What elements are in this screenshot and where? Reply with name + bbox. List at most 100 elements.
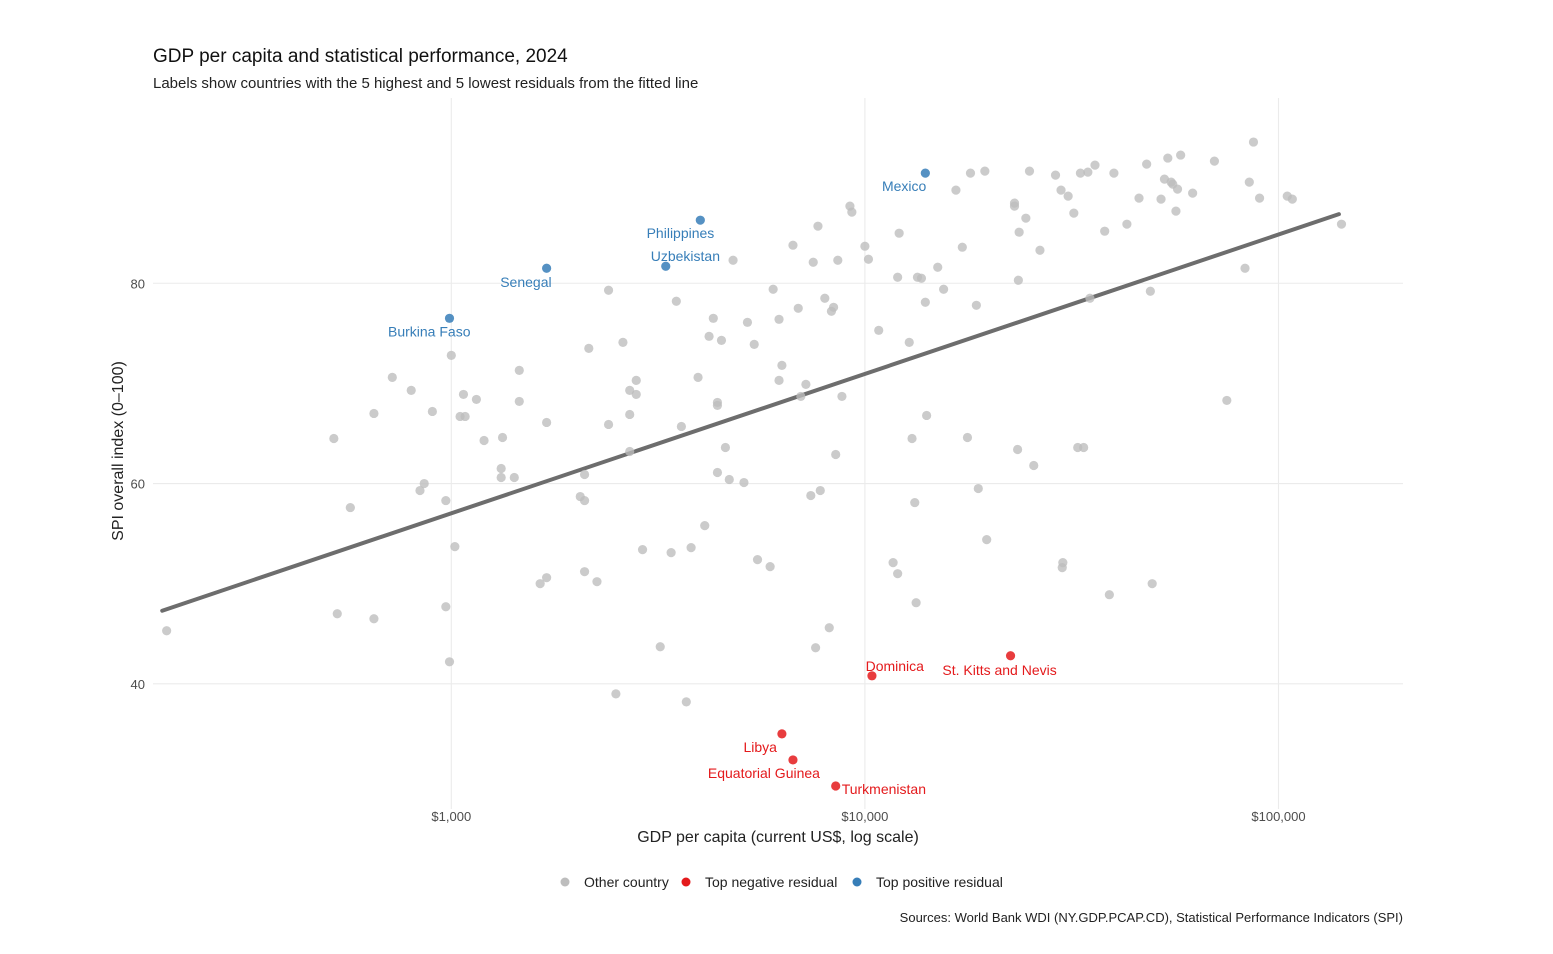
point-other [693, 372, 703, 382]
point-other [603, 285, 614, 295]
point-other [1083, 167, 1093, 177]
point-other [973, 483, 983, 494]
point-other [441, 495, 451, 506]
point-other [419, 478, 429, 489]
legend-swatch-other [560, 877, 570, 887]
point-other [700, 521, 710, 531]
point-label: Philippines [647, 225, 715, 241]
chart-subtitle: Labels show countries with the 5 highest… [153, 75, 698, 92]
x-tick-label: $100,000 [1251, 809, 1305, 824]
point-other [1142, 159, 1152, 169]
point-other [811, 643, 821, 653]
point-other [951, 185, 961, 195]
point-other [833, 255, 843, 265]
point-other [907, 433, 917, 444]
point-other [345, 502, 355, 513]
point-other [796, 391, 806, 402]
point-other [916, 273, 927, 283]
point-other [1100, 226, 1110, 236]
point-other [406, 385, 416, 396]
point-other [579, 567, 590, 577]
point-other [1254, 193, 1265, 203]
point-other [1248, 137, 1259, 147]
point-other [982, 535, 992, 545]
point-other [441, 602, 451, 612]
point-labels-group: Mexico Philippines Uzbekistan Senegal Burkin… [388, 178, 1057, 797]
y-tick-label: 60 [131, 477, 145, 492]
point-other [874, 325, 884, 335]
point-other [1085, 293, 1095, 303]
point-other [1021, 213, 1031, 223]
point-other [777, 360, 787, 370]
point-other [369, 408, 379, 419]
legend-swatch-negative [681, 877, 691, 887]
point-other [387, 372, 397, 382]
point-other [1109, 168, 1119, 178]
point-other [332, 609, 342, 619]
point-other [1063, 191, 1073, 201]
point-other [1336, 219, 1347, 229]
point-other [1009, 201, 1020, 211]
point-positive [661, 261, 671, 271]
point-other [1209, 156, 1220, 166]
point-other [542, 417, 552, 428]
point-positive [444, 313, 455, 323]
point-other [716, 335, 727, 345]
point-label: Senegal [500, 274, 551, 290]
point-other [894, 228, 904, 238]
point-other [1172, 184, 1183, 194]
point-other [1145, 286, 1155, 296]
point-other [535, 579, 545, 589]
point-other [514, 365, 524, 375]
point-other [592, 577, 602, 587]
point-other [765, 562, 775, 572]
point-other [444, 657, 455, 667]
point-positive [920, 168, 930, 178]
point-other [828, 302, 839, 312]
point-other [808, 257, 818, 267]
x-axis-ticks: $1,000 $10,000 $100,000 [431, 809, 1305, 824]
point-other [739, 477, 749, 488]
point-other [893, 569, 903, 579]
point-other [728, 255, 738, 265]
point-other [911, 598, 921, 608]
point-other [329, 433, 339, 444]
point-other [584, 343, 594, 353]
point-other [704, 331, 714, 341]
point-other [708, 313, 718, 323]
legend-label-positive: Top positive residual [876, 874, 1003, 890]
legend-swatch-positive [852, 877, 862, 887]
point-other [509, 472, 519, 483]
point-other [671, 296, 681, 306]
point-label: Burkina Faso [388, 323, 471, 339]
point-other [712, 400, 723, 411]
point-other [497, 432, 508, 443]
point-other [962, 432, 973, 443]
point-other [681, 697, 691, 707]
point-other [1050, 170, 1061, 180]
point-other [1013, 275, 1023, 285]
x-tick-label: $10,000 [841, 809, 888, 824]
gridlines [153, 98, 1403, 809]
point-other [837, 391, 847, 402]
point-label: Libya [743, 739, 777, 755]
point-negative [867, 671, 877, 681]
point-other [666, 548, 676, 558]
point-label: Turkmenistan [842, 781, 926, 797]
point-other [427, 406, 437, 417]
point-other [768, 284, 778, 294]
point-other [904, 337, 914, 347]
point-other [980, 166, 990, 176]
point-other [1240, 263, 1250, 273]
y-axis-title: SPI overall index (0–100) [110, 361, 127, 541]
y-tick-label: 80 [131, 276, 145, 291]
point-other [749, 339, 759, 349]
point-other [1244, 177, 1254, 187]
point-other [724, 474, 734, 485]
point-other [1069, 208, 1079, 218]
legend: Other country Top negative residual Top … [560, 874, 1003, 890]
y-axis-ticks: 40 60 80 [131, 276, 145, 692]
point-other [1090, 160, 1100, 170]
point-other [1287, 194, 1297, 204]
point-other [801, 379, 811, 390]
